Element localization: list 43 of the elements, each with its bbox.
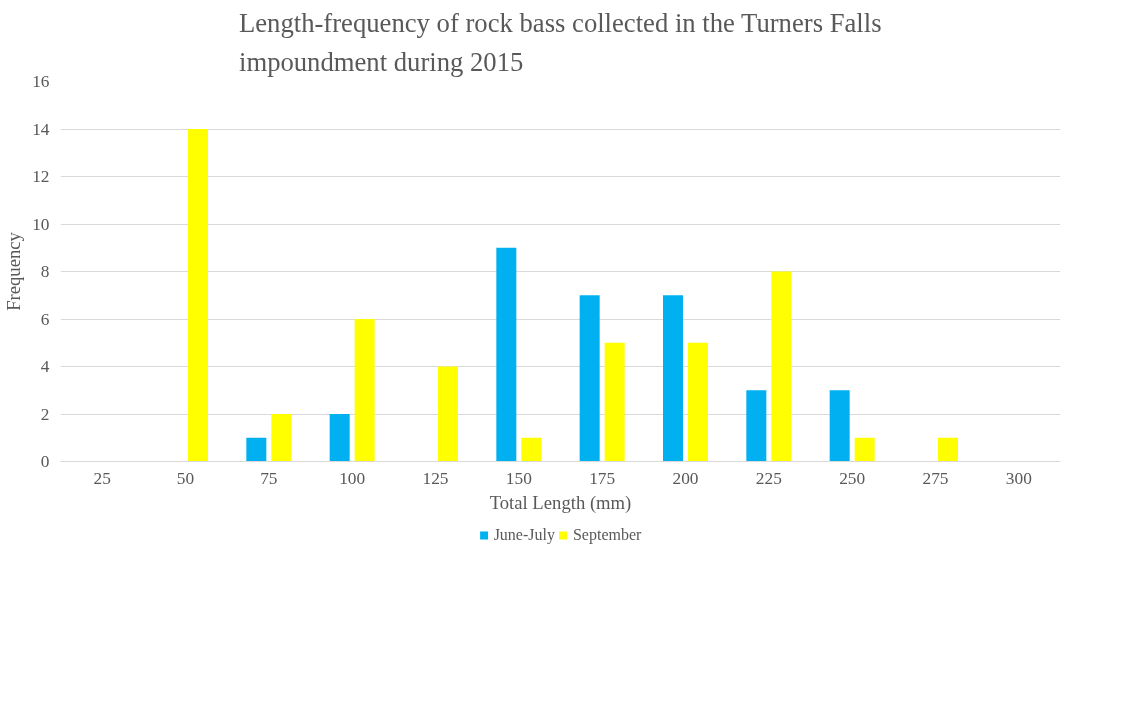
legend-label: September (572, 526, 642, 544)
bar (438, 366, 458, 462)
y-tick-label: 0 (40, 452, 50, 471)
x-axis-title: Total Length (mm) (489, 491, 632, 514)
bar (496, 247, 517, 462)
bar (829, 390, 850, 462)
x-tick-label: 150 (505, 468, 532, 488)
y-tick-label: 8 (40, 262, 50, 281)
bar (579, 295, 600, 462)
y-tick-label: 6 (40, 309, 50, 329)
x-tick-label: 300 (1005, 468, 1032, 488)
x-tick-label: 200 (672, 468, 699, 488)
y-tick-label: 10 (32, 214, 50, 234)
x-tick-label: 175 (589, 468, 616, 488)
x-tick-label: 250 (839, 468, 866, 488)
bar (854, 437, 875, 462)
bar (329, 414, 350, 462)
bar (688, 342, 708, 462)
bar (188, 129, 208, 462)
bar (938, 437, 958, 462)
bar (663, 295, 683, 462)
x-tick-label: 275 (922, 468, 949, 488)
bar (771, 271, 792, 462)
x-tick-label: 50 (176, 468, 195, 488)
bar (521, 437, 542, 462)
legend-label: June-July (493, 526, 555, 544)
y-tick-label: 4 (40, 357, 50, 376)
y-tick-label: 16 (32, 72, 50, 91)
x-tick-label: 75 (260, 468, 278, 488)
bar (354, 319, 375, 462)
x-tick-label: 100 (339, 468, 366, 488)
bar (246, 437, 267, 462)
x-tick-label: 225 (755, 468, 782, 488)
chart-title: Length-frequency of rock bass collected in the Turners Falls impoundment during 2015 (238, 7, 882, 77)
y-tick-label: 14 (32, 119, 50, 139)
x-tick-label: 125 (422, 468, 449, 488)
bar (271, 414, 292, 462)
bar (604, 342, 625, 462)
x-tick-label: 25 (93, 468, 111, 488)
y-tick-label: 2 (40, 404, 50, 424)
y-tick-label: 12 (32, 167, 50, 186)
y-axis-title: Frequency (3, 231, 25, 311)
bar (746, 390, 767, 462)
